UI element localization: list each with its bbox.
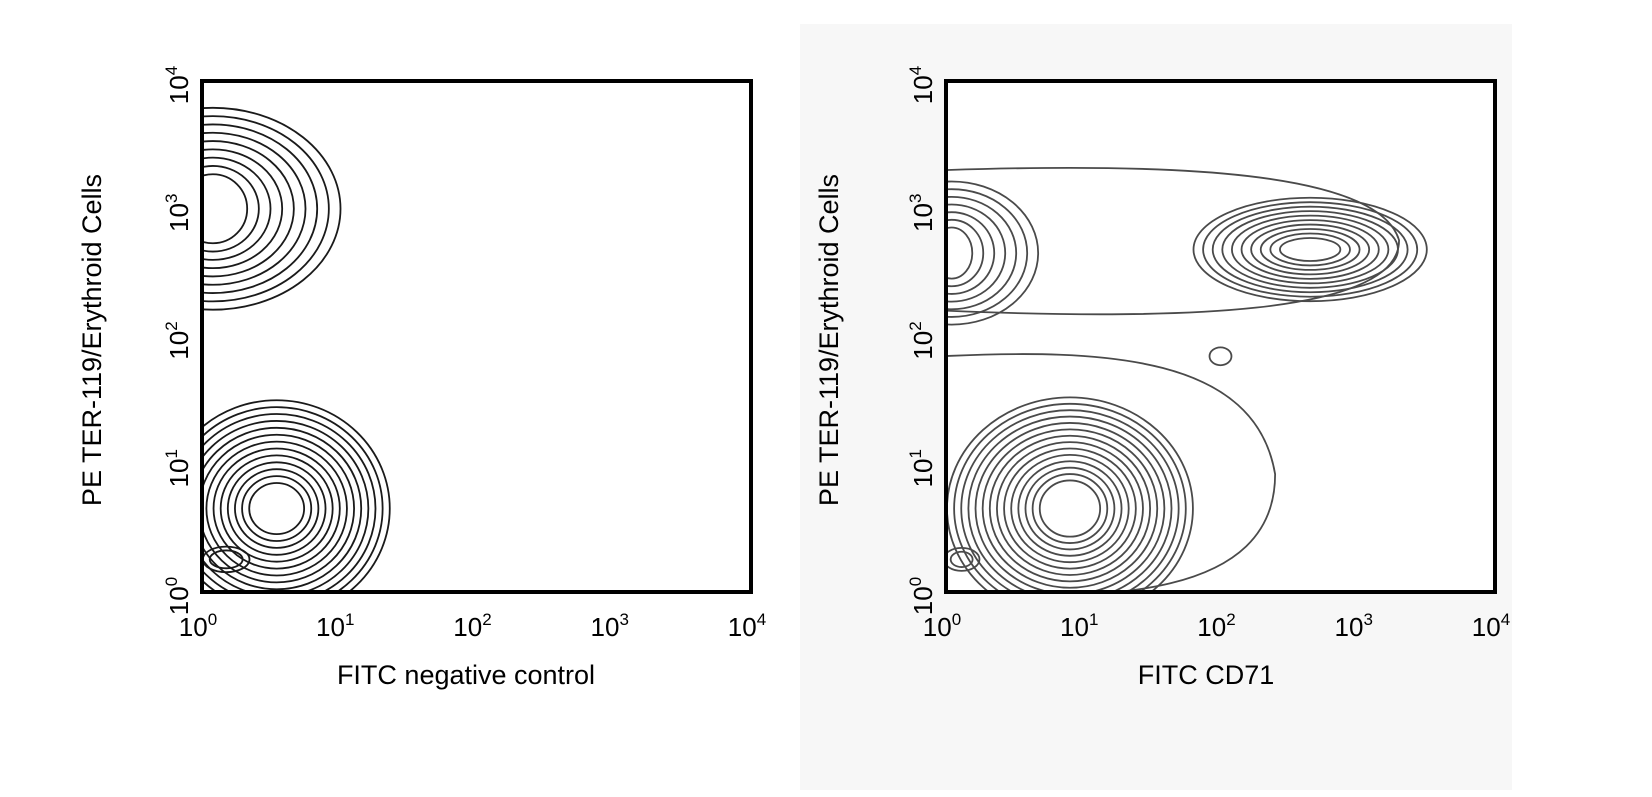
right-population-4-contour xyxy=(948,546,981,572)
right-population-2-contour xyxy=(1031,473,1109,544)
right-population-2-contour xyxy=(1003,447,1137,570)
left-population-0-contour xyxy=(204,173,249,245)
right-population-2-contour xyxy=(974,422,1166,590)
left-population-1-contour xyxy=(241,475,313,542)
left-population-1-contour xyxy=(204,413,377,590)
right-envelope-contour xyxy=(948,353,1277,590)
right-population-0-contour xyxy=(1259,228,1361,271)
left-population-0-contour xyxy=(204,123,319,294)
right-population-0-contour xyxy=(1231,214,1390,285)
right-population-3-contour xyxy=(1208,346,1233,367)
right-y-tick-label: 101 xyxy=(906,449,938,487)
left-contours xyxy=(204,106,391,590)
left-y-tick-label: 101 xyxy=(162,449,194,487)
left-population-0-contour xyxy=(204,115,330,303)
right-population-0-contour xyxy=(1279,237,1342,262)
right-x-tick-label: 100 xyxy=(923,610,961,642)
right-y-tick-label: 104 xyxy=(906,66,938,104)
right-population-1-contour xyxy=(948,218,985,288)
left-population-0-contour xyxy=(204,131,307,286)
right-population-0-contour xyxy=(1221,210,1399,289)
left-population-1-contour xyxy=(204,426,363,590)
right-x-tick-label: 102 xyxy=(1197,610,1235,642)
left-y-tick-label: 103 xyxy=(162,194,194,232)
right-population-2-contour xyxy=(981,428,1159,589)
right-population-0-contour xyxy=(1202,201,1419,298)
right-population-0-contour xyxy=(1211,205,1409,294)
right-population-0-contour xyxy=(1240,219,1380,280)
right-population-2-contour xyxy=(1010,453,1130,564)
left-population-0-contour xyxy=(204,156,272,261)
right-x-tick-label: 103 xyxy=(1335,610,1373,642)
left-population-1-contour xyxy=(204,420,370,590)
right-x-axis-label: FITC CD71 xyxy=(1138,660,1275,690)
right-x-tick-label: 104 xyxy=(1472,610,1510,642)
right-y-tick-label: 100 xyxy=(906,577,938,615)
left-population-1-contour xyxy=(204,433,355,584)
right-population-2-contour xyxy=(960,409,1180,590)
left-population-2-contour xyxy=(208,549,244,570)
left-x-axis-label: FITC negative control xyxy=(337,660,595,690)
left-population-0-contour xyxy=(204,106,342,311)
left-x-tick-label: 101 xyxy=(316,610,354,642)
right-x-tick-label: 101 xyxy=(1060,610,1098,642)
right-population-1-contour xyxy=(948,226,974,280)
right-population-0-contour xyxy=(1192,196,1428,303)
right-population-1-contour xyxy=(948,188,1029,318)
right-y-ticks: 100 101 102 103 104 xyxy=(906,66,938,615)
right-envelope-contour xyxy=(948,166,1400,316)
left-population-1-contour xyxy=(219,454,334,563)
right-y-axis-label: PE TER-119/Erythroid Cells xyxy=(814,174,844,506)
right-population-2-contour xyxy=(948,396,1194,590)
left-y-ticks: 100 101 102 103 104 xyxy=(162,66,194,615)
right-plot-frame xyxy=(944,79,1497,594)
right-population-0-contour xyxy=(1250,223,1371,276)
right-population-2-contour xyxy=(1038,479,1102,538)
left-population-1-contour xyxy=(205,440,348,577)
left-population-1-contour xyxy=(234,468,320,549)
right-y-tick-label: 103 xyxy=(906,194,938,232)
left-y-axis-label: PE TER-119/Erythroid Cells xyxy=(77,174,107,506)
left-population-0-contour xyxy=(204,140,295,278)
left-x-tick-label: 100 xyxy=(179,610,217,642)
left-chart: 100 101 102 103 104 100 101 102 103 104 FITC neg… xyxy=(77,66,766,690)
right-population-2-contour xyxy=(953,402,1187,590)
right-population-2-contour xyxy=(988,434,1152,583)
left-x-tick-label: 103 xyxy=(591,610,629,642)
right-chart: 100 101 102 103 104 100 101 102 103 104 FITC CD7… xyxy=(814,66,1510,690)
left-x-tick-label: 104 xyxy=(728,610,766,642)
right-y-tick-label: 102 xyxy=(906,321,938,359)
left-x-tick-label: 102 xyxy=(453,610,491,642)
right-contours xyxy=(948,166,1428,590)
left-population-1-contour xyxy=(226,461,327,556)
right-population-2-contour xyxy=(996,441,1144,576)
right-population-1-contour xyxy=(948,180,1040,326)
right-population-2-contour xyxy=(967,415,1173,590)
left-plot-frame xyxy=(200,79,753,594)
right-population-1-contour xyxy=(948,195,1018,311)
left-y-tick-label: 100 xyxy=(162,577,194,615)
left-population-1-contour xyxy=(248,482,306,536)
right-population-1-contour xyxy=(948,203,1007,303)
left-population-0-contour xyxy=(204,165,260,253)
left-x-ticks: 100 101 102 103 104 xyxy=(179,610,766,642)
left-population-2-contour xyxy=(204,545,251,574)
right-population-0-contour xyxy=(1269,232,1351,267)
left-y-tick-label: 104 xyxy=(162,66,194,104)
right-population-1-contour xyxy=(948,211,996,295)
left-population-1-contour xyxy=(204,406,384,590)
left-y-tick-label: 102 xyxy=(162,321,194,359)
right-population-2-contour xyxy=(1024,466,1116,551)
right-x-ticks: 100 101 102 103 104 xyxy=(923,610,1510,642)
left-population-0-contour xyxy=(204,148,284,270)
right-population-2-contour xyxy=(1017,460,1123,557)
left-population-1-contour xyxy=(212,447,341,570)
left-population-1-contour xyxy=(204,399,391,590)
right-population-4-contour xyxy=(949,550,974,568)
